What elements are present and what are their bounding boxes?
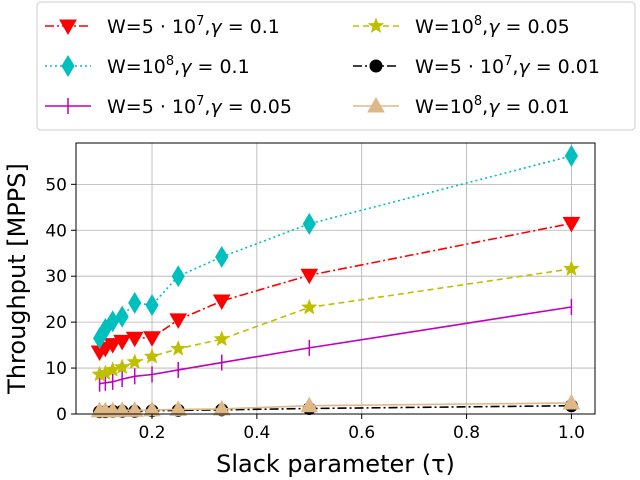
data-point-marker xyxy=(213,330,231,347)
legend-entry-2: W=5 · 107,γ = 0.05 xyxy=(45,94,292,118)
data-point-marker xyxy=(169,400,188,416)
data-point-marker xyxy=(103,338,122,354)
data-point-marker xyxy=(169,340,187,356)
legend-label: W=5 · 107,γ = 0.05 xyxy=(107,94,292,118)
series-line xyxy=(99,404,572,413)
legend-entry-5: W=108,γ = 0.01 xyxy=(353,94,570,118)
legend-label: W=108,γ = 0.01 xyxy=(415,94,570,118)
data-point-marker xyxy=(128,291,142,314)
legend-label: W=5 · 107,γ = 0.1 xyxy=(107,14,280,38)
data-point-marker xyxy=(564,144,578,167)
data-point-marker xyxy=(115,305,129,328)
y-tick-label: 50 xyxy=(45,175,67,195)
y-tick-label: 20 xyxy=(45,313,67,333)
legend-label: W=5 · 107,γ = 0.01 xyxy=(415,54,600,78)
series-1 xyxy=(93,144,578,350)
legend-entry-4: W=5 · 107,γ = 0.01 xyxy=(353,54,600,78)
data-point-marker xyxy=(171,265,185,288)
data-point-marker xyxy=(169,313,188,329)
data-point-marker xyxy=(367,17,385,34)
data-point-marker xyxy=(113,358,131,375)
data-point-marker xyxy=(59,19,77,36)
data-point-marker xyxy=(143,331,161,347)
data-point-marker xyxy=(215,245,229,268)
data-point-marker xyxy=(212,294,231,311)
x-axis-label: Slack parameter (τ) xyxy=(216,450,455,478)
axis-ticks: 0.2 0.4 0.6 0.8 1.0 0 10 20 30 40 50 xyxy=(45,175,585,443)
x-tick-label: 0.4 xyxy=(243,423,270,443)
series-5 xyxy=(90,393,581,418)
data-point-marker xyxy=(143,347,161,364)
data-point-marker xyxy=(113,334,131,351)
series-2 xyxy=(98,298,573,392)
legend-label: W=108,γ = 0.1 xyxy=(107,54,250,78)
x-tick-label: 0.2 xyxy=(138,423,165,443)
data-point-marker xyxy=(301,298,318,315)
data-point-marker xyxy=(125,331,144,348)
legend-entry-1: W=108,γ = 0.1 xyxy=(45,54,250,78)
plot-frame xyxy=(75,142,596,415)
data-point-marker xyxy=(145,294,159,317)
legend-label: W=108,γ = 0.05 xyxy=(415,14,570,38)
y-tick-label: 40 xyxy=(45,221,67,241)
data-point-marker xyxy=(562,216,581,233)
series-line xyxy=(99,306,572,385)
data-point-marker xyxy=(212,399,231,416)
plot-series xyxy=(90,144,581,419)
series-3 xyxy=(91,260,580,382)
x-tick-label: 0.8 xyxy=(453,423,480,443)
data-point-marker xyxy=(126,353,143,370)
y-tick-label: 0 xyxy=(56,405,67,425)
series-line xyxy=(99,222,572,353)
data-point-marker xyxy=(113,401,131,417)
data-point-marker xyxy=(61,55,75,77)
data-point-marker xyxy=(563,260,580,276)
series-0 xyxy=(90,216,581,361)
data-point-marker xyxy=(367,96,385,113)
y-tick-label: 30 xyxy=(45,267,67,287)
data-point-marker xyxy=(302,212,316,235)
legend: W=5 · 107,γ = 0.1 W=108,γ = 0.1 W=5 · 107,… xyxy=(36,1,636,131)
data-point-marker xyxy=(125,401,144,417)
legend-box xyxy=(36,1,636,131)
legend-entry-3: W=108,γ = 0.05 xyxy=(353,14,570,38)
y-tick-label: 10 xyxy=(45,359,67,379)
data-point-marker xyxy=(562,393,581,410)
x-tick-label: 1.0 xyxy=(558,423,585,443)
data-point-marker xyxy=(300,268,319,285)
data-point-marker xyxy=(369,59,383,73)
legend-entry-0: W=5 · 107,γ = 0.1 xyxy=(45,14,280,38)
y-axis-label: Throughput [MPPS] xyxy=(3,163,31,395)
series-line xyxy=(99,268,572,376)
x-tick-label: 0.6 xyxy=(348,423,375,443)
grid-lines xyxy=(76,143,595,415)
data-point-marker xyxy=(300,396,319,413)
